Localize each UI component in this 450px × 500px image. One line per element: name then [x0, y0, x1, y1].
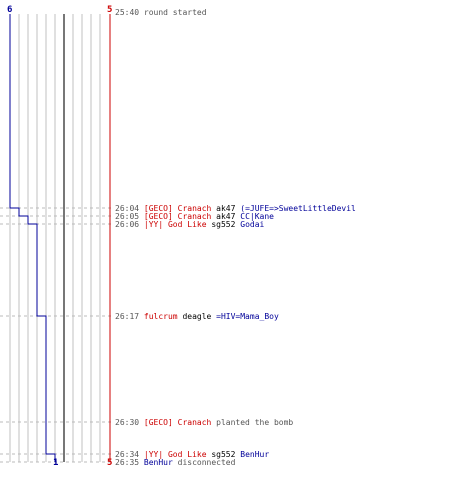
event-text: |YY| God Like: [143, 220, 207, 229]
red-end-label: 5: [107, 458, 113, 468]
event-row: 26:04 [GECO] Cranach ak47 (=JUFE=>SweetL…: [115, 204, 356, 213]
event-row: 26:06 |YY| God Like sg552 Godai: [115, 220, 264, 229]
event-text: ak47: [211, 212, 241, 221]
event-guide-lines: [0, 207, 113, 463]
event-text: BenHur: [240, 450, 270, 459]
event-time: 26:30: [115, 418, 144, 427]
blue-start-label: 6: [7, 5, 13, 15]
blue-team-line: [9, 14, 56, 462]
event-text: (=JUFE=>SweetLittleDevil: [240, 204, 356, 213]
event-text: deagle: [177, 312, 217, 321]
red-start-label: 5: [107, 5, 113, 15]
event-time: 26:06: [115, 220, 144, 229]
event-text: ak47: [211, 204, 241, 213]
event-text: planted the bomb: [211, 418, 294, 427]
event-text: CC|Kane: [240, 212, 274, 221]
event-time: 25:40: [115, 8, 144, 17]
event-text: [GECO] Cranach: [143, 418, 212, 427]
event-time: 26:05: [115, 212, 144, 221]
event-row: 26:34 |YY| God Like sg552 BenHur: [115, 450, 269, 459]
vertical-grid-lines: [9, 14, 101, 462]
event-text: |YY| God Like: [143, 450, 207, 459]
blue-end-label: 1: [53, 458, 59, 468]
event-text: fulcrum: [143, 312, 178, 321]
event-text: BenHur: [143, 458, 173, 467]
event-text: [GECO] Cranach: [143, 204, 212, 213]
event-text: sg552: [206, 450, 241, 459]
event-text: round started: [143, 8, 207, 17]
event-row: 26:35 BenHur disconnected: [115, 458, 235, 467]
event-row: 26:30 [GECO] Cranach planted the bomb: [115, 418, 293, 427]
event-time: 26:35: [115, 458, 144, 467]
event-row: 26:17 fulcrum deagle =HIV=Mama_Boy: [115, 312, 279, 321]
event-time: 26:17: [115, 312, 144, 321]
event-text: Godai: [240, 220, 265, 229]
event-text: sg552: [206, 220, 241, 229]
event-text: [GECO] Cranach: [143, 212, 212, 221]
event-time: 26:04: [115, 204, 144, 213]
event-text: =HIV=Mama_Boy: [216, 312, 279, 321]
event-row: 26:05 [GECO] Cranach ak47 CC|Kane: [115, 212, 274, 221]
event-text: disconnected: [172, 458, 236, 467]
event-time: 26:34: [115, 450, 144, 459]
event-row: 25:40 round started: [115, 8, 207, 17]
